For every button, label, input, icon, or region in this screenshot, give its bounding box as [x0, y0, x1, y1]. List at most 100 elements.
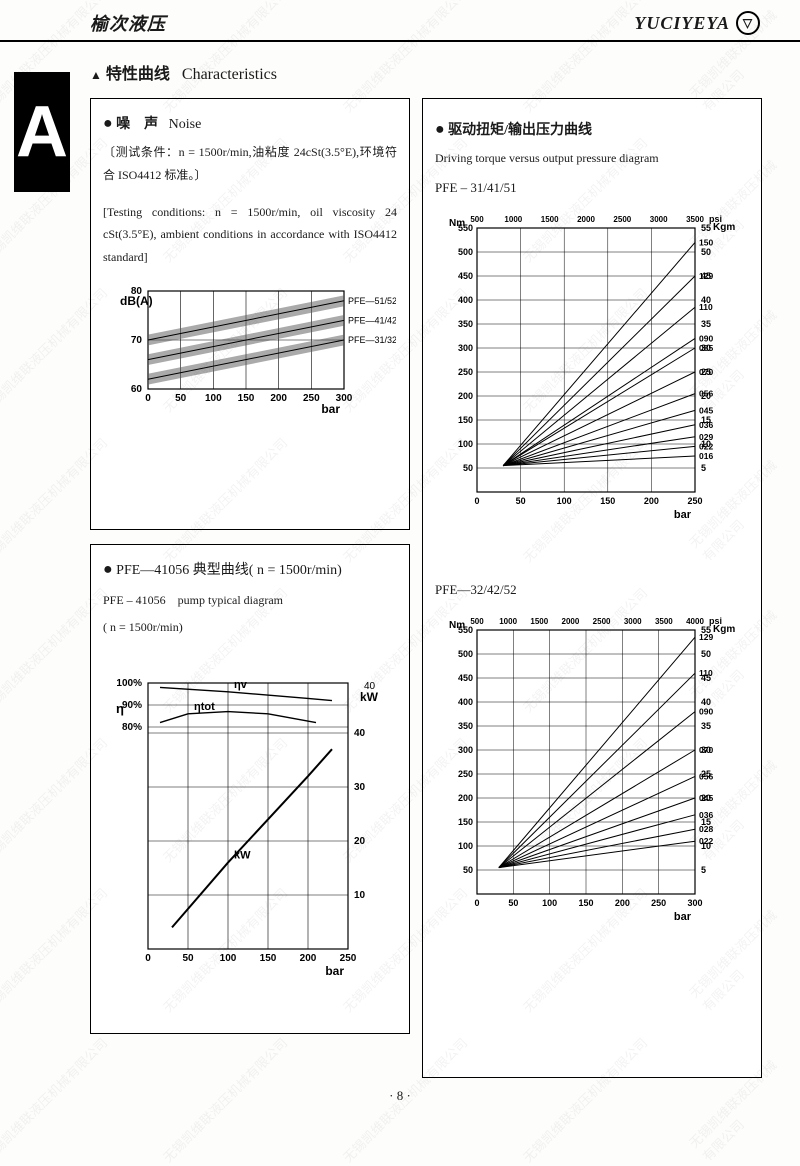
svg-text:10: 10 [354, 890, 366, 901]
svg-text:50: 50 [516, 496, 526, 506]
typical-title: ● PFE—41056 典型曲线( n = 1500r/min) [103, 559, 397, 579]
svg-text:bar: bar [674, 911, 692, 923]
noise-panel: ● 噪 声 Noise 〔测试条件：n = 1500r/min,油粘度 24cS… [90, 98, 410, 530]
svg-text:80%: 80% [122, 722, 142, 733]
svg-text:3000: 3000 [650, 215, 668, 224]
svg-text:100: 100 [220, 953, 237, 964]
svg-text:150: 150 [260, 953, 277, 964]
typical-panel: ● PFE—41056 典型曲线( n = 1500r/min) PFE – 4… [90, 544, 410, 1034]
svg-text:40: 40 [701, 697, 711, 707]
page-header: 榆次液压 YUCIYEYA ▽ [0, 0, 800, 42]
svg-text:016: 016 [699, 451, 713, 461]
svg-text:056: 056 [699, 388, 713, 398]
svg-text:PFE—31/32: PFE—31/32 [348, 335, 396, 345]
section-title: ▲ 特性曲线 Characteristics [90, 60, 800, 84]
svg-text:250: 250 [458, 769, 473, 779]
tab-letter: A [16, 91, 68, 173]
svg-text:300: 300 [687, 898, 702, 908]
noise-title: ● 噪 声 Noise [103, 113, 397, 133]
svg-text:2500: 2500 [613, 215, 631, 224]
svg-text:20: 20 [354, 836, 366, 847]
svg-text:300: 300 [458, 745, 473, 755]
svg-text:110: 110 [699, 302, 713, 312]
svg-text:045: 045 [699, 405, 713, 415]
svg-text:5: 5 [701, 463, 706, 473]
content-columns: ● 噪 声 Noise 〔测试条件：n = 1500r/min,油粘度 24cS… [0, 98, 800, 1078]
svg-text:400: 400 [458, 295, 473, 305]
svg-text:250: 250 [340, 953, 357, 964]
svg-text:50: 50 [463, 463, 473, 473]
section-tab-a: A [14, 72, 70, 192]
svg-text:150: 150 [578, 898, 593, 908]
svg-text:35: 35 [701, 721, 711, 731]
svg-text:100: 100 [458, 439, 473, 449]
svg-text:200: 200 [615, 898, 630, 908]
svg-text:55: 55 [701, 223, 711, 233]
svg-text:150: 150 [238, 393, 255, 404]
svg-text:30: 30 [354, 782, 366, 793]
svg-text:5: 5 [701, 865, 706, 875]
svg-text:029: 029 [699, 432, 713, 442]
svg-text:0: 0 [145, 393, 151, 404]
svg-text:200: 200 [270, 393, 287, 404]
svg-text:Kgm: Kgm [713, 624, 735, 635]
svg-text:2000: 2000 [577, 215, 595, 224]
svg-text:35: 35 [701, 319, 711, 329]
left-column: ● 噪 声 Noise 〔测试条件：n = 1500r/min,油粘度 24cS… [90, 98, 410, 1078]
svg-text:200: 200 [300, 953, 317, 964]
svg-text:150: 150 [600, 496, 615, 506]
noise-chart: 050100150200250300607080dB(A)barPFE—51/5… [104, 279, 396, 419]
svg-text:100: 100 [205, 393, 222, 404]
svg-text:bar: bar [325, 964, 344, 978]
svg-text:300: 300 [458, 343, 473, 353]
svg-text:Nm: Nm [449, 620, 465, 631]
svg-text:400: 400 [458, 697, 473, 707]
torque-title: ● 驱动扭矩/输出压力曲线 [435, 119, 749, 139]
svg-text:036: 036 [699, 420, 713, 430]
svg-text:022: 022 [699, 836, 713, 846]
svg-text:085: 085 [699, 343, 713, 353]
noise-cond-cn: 〔测试条件：n = 1500r/min,油粘度 24cSt(3.5°E),环境符… [103, 141, 397, 187]
svg-text:100: 100 [542, 898, 557, 908]
svg-text:250: 250 [651, 898, 666, 908]
svg-text:045: 045 [699, 793, 713, 803]
svg-text:090: 090 [699, 333, 713, 343]
header-brand: YUCIYEYA ▽ [634, 11, 760, 35]
svg-text:bar: bar [674, 509, 692, 521]
section-title-en: Characteristics [182, 66, 277, 83]
svg-text:2000: 2000 [562, 617, 580, 626]
svg-text:150: 150 [458, 817, 473, 827]
svg-text:PFE—41/42: PFE—41/42 [348, 315, 396, 325]
svg-text:110: 110 [699, 668, 713, 678]
svg-text:500: 500 [458, 649, 473, 659]
svg-text:50: 50 [182, 953, 194, 964]
svg-text:150: 150 [458, 415, 473, 425]
svg-text:90%: 90% [122, 700, 142, 711]
torque-title-cn: 驱动扭矩/输出压力曲线 [448, 123, 592, 138]
svg-text:250: 250 [687, 496, 702, 506]
svg-text:ηv: ηv [234, 678, 248, 690]
svg-text:3500: 3500 [655, 617, 673, 626]
svg-text:dB(A): dB(A) [120, 294, 153, 308]
noise-title-en: Noise [169, 117, 202, 132]
torque-chart-2: 0501001502002503005010015020025030035040… [437, 604, 747, 934]
svg-text:1000: 1000 [504, 215, 522, 224]
svg-text:2500: 2500 [593, 617, 611, 626]
page-number: · 8 · [389, 1088, 411, 1103]
header-left-title: 榆次液压 [90, 10, 166, 36]
svg-text:450: 450 [458, 673, 473, 683]
svg-text:60: 60 [131, 384, 143, 395]
svg-text:200: 200 [644, 496, 659, 506]
page-footer: · 8 · [0, 1088, 800, 1104]
typical-title-en1: PFE – 41056 pump typical diagram [103, 589, 397, 612]
noise-title-cn: 噪 声 [116, 117, 158, 132]
svg-text:070: 070 [699, 367, 713, 377]
svg-text:056: 056 [699, 771, 713, 781]
svg-text:350: 350 [458, 721, 473, 731]
typical-title-en2: ( n = 1500r/min) [103, 616, 397, 639]
svg-text:Nm: Nm [449, 218, 465, 229]
torque-title-en: Driving torque versus output pressure di… [435, 147, 749, 170]
right-column: ● 驱动扭矩/输出压力曲线 Driving torque versus outp… [422, 98, 762, 1078]
typical-chart: 05010015020025080%90%100%10203040η40kWba… [104, 669, 396, 979]
typical-title-cn: PFE—41056 典型曲线( n = 1500r/min) [116, 563, 342, 578]
